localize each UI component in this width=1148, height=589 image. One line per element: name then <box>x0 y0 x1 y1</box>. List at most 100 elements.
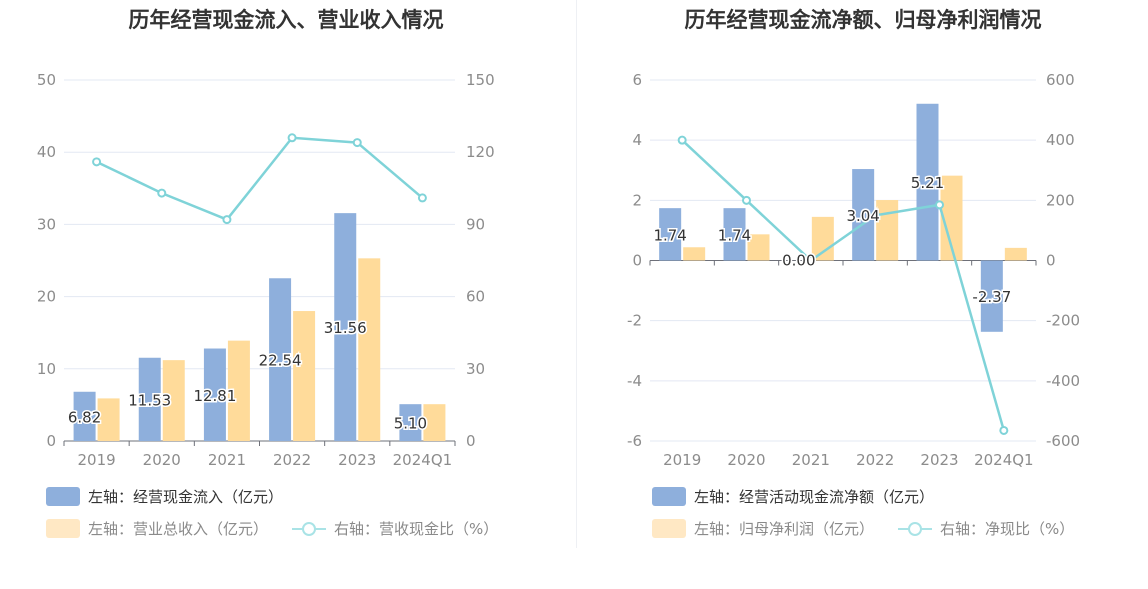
chart-title: 历年经营现金流入、营业收入情况 <box>128 8 444 32</box>
chart-plot-area: 0 10 20 30 40 50 0 30 60 90 120 150 2019 2020 2021 2022… <box>37 71 495 469</box>
legend-label: 左轴：归母净利润（亿元） <box>694 520 875 538</box>
y-right-tick-label: 200 <box>1046 191 1075 209</box>
bar-series-1 <box>916 103 939 261</box>
data-label: -2.37 <box>972 288 1011 306</box>
x-tick-label: 2024Q1 <box>393 451 453 469</box>
bar-series-1 <box>203 348 226 441</box>
bar-series-1 <box>659 208 682 261</box>
line-point <box>157 188 167 198</box>
line-point <box>999 425 1009 435</box>
y-left-tick-label: 20 <box>37 288 56 306</box>
data-label: 1.74 <box>718 226 751 244</box>
legend-swatch <box>652 487 686 506</box>
legend-item-net-cash-flow[interactable]: 左轴：经营活动现金流净额（亿元） <box>652 486 934 507</box>
line-point <box>742 195 751 205</box>
line-point <box>222 215 232 225</box>
y-right-tick-label: 0 <box>1046 252 1056 270</box>
bar-series-1 <box>334 213 357 441</box>
y-left-tick-label: 40 <box>37 143 56 161</box>
bar-series-1 <box>852 169 875 261</box>
bar-series-1 <box>399 404 422 441</box>
legend-label: 左轴：经营现金流入（亿元） <box>88 488 284 506</box>
legend-label: 右轴：营收现金比（%） <box>334 520 499 538</box>
panel-divider <box>576 0 577 548</box>
legend-row-2: 左轴：归母净利润（亿元） 右轴：净现比（%） <box>652 518 1098 539</box>
line-point <box>870 210 880 220</box>
y-right-tick-label: 150 <box>466 71 495 89</box>
bar-series-2 <box>358 258 381 441</box>
x-tick-label: 2022 <box>273 451 311 469</box>
line-point <box>287 133 297 143</box>
chart-panel-cash-inflow: 历年经营现金流入、营业收入情况 0 10 20 30 40 50 0 30 60 90 120 150… <box>0 0 572 560</box>
bar-series-1 <box>138 357 161 441</box>
line-point <box>417 193 427 203</box>
bar-series-2 <box>683 247 706 261</box>
y-left-tick-label: 2 <box>632 191 642 209</box>
legend-item-cash-inflow[interactable]: 左轴：经营现金流入（亿元） <box>46 486 283 507</box>
x-tick-label: 2023 <box>338 451 376 469</box>
y-right-tick-label: 0 <box>466 432 476 450</box>
data-label: 11.53 <box>128 391 171 409</box>
x-tick-label: 2019 <box>663 451 701 469</box>
y-right-tick-label: -200 <box>1046 312 1080 330</box>
y-left-tick-label: 10 <box>37 360 56 378</box>
x-tick-label: 2024Q1 <box>974 451 1034 469</box>
line-point <box>352 138 362 148</box>
line-point <box>806 256 816 265</box>
y-right-tick-label: 600 <box>1046 71 1075 89</box>
line-series <box>681 139 1006 431</box>
y-left-tick-label: 0 <box>632 252 642 270</box>
chart-plot-area: -6 -4 -2 0 2 4 6 -600 -400 -200 0 200 400 600 2019 2020… <box>627 71 1080 469</box>
legend-label: 左轴：营业总收入（亿元） <box>88 520 269 538</box>
y-right-tick-label: 30 <box>466 360 485 378</box>
legend-row-1: 左轴：经营现金流入（亿元） <box>46 486 307 507</box>
chart-panel-net-cash-flow: 历年经营现金流净额、归母净利润情况 -6 -4 -2 0 2 4 6 -600 -400 -200… <box>578 0 1148 560</box>
x-tick-label: 2022 <box>856 451 894 469</box>
bar-series-2 <box>227 340 250 441</box>
data-label: 3.04 <box>846 207 879 225</box>
y-left-tick-label: 0 <box>46 432 56 450</box>
y-right-tick-label: 400 <box>1046 131 1075 149</box>
y-left-tick-label: 6 <box>632 71 642 89</box>
y-left-tick-label: 4 <box>632 131 642 149</box>
bar-series-1 <box>73 391 96 441</box>
y-left-tick-label: 50 <box>37 71 56 89</box>
legend-item-revenue[interactable]: 左轴：营业总收入（亿元） <box>46 518 268 539</box>
y-left-tick-label: -4 <box>627 372 642 390</box>
bar-series-1 <box>723 208 746 261</box>
data-label: 6.82 <box>68 408 101 426</box>
legend-swatch <box>652 519 686 538</box>
bar-series-2 <box>1004 247 1027 261</box>
y-left-tick-label: 30 <box>37 215 56 233</box>
x-tick-label: 2021 <box>792 451 830 469</box>
y-right-tick-label: -400 <box>1046 372 1080 390</box>
legend-row-1: 左轴：经营活动现金流净额（亿元） <box>652 486 958 507</box>
y-right-tick-label: -600 <box>1046 432 1080 450</box>
bar-series-2 <box>162 360 185 441</box>
data-label: 5.10 <box>394 415 427 433</box>
data-label: 5.21 <box>911 174 944 192</box>
x-tick-label: 2023 <box>920 451 958 469</box>
legend-item-cash-ratio[interactable]: 右轴：营收现金比（%） <box>292 518 498 539</box>
x-tick-label: 2021 <box>208 451 246 469</box>
y-left-tick-label: -6 <box>627 432 642 450</box>
legend-label: 右轴：净现比（%） <box>940 520 1075 538</box>
legend-item-net-profit[interactable]: 左轴：归母净利润（亿元） <box>652 518 874 539</box>
data-label: 22.54 <box>259 352 302 370</box>
x-tick-label: 2019 <box>77 451 115 469</box>
bar-series-2 <box>293 311 316 441</box>
y-right-tick-label: 90 <box>466 215 485 233</box>
y-left-tick-label: -2 <box>627 312 642 330</box>
bar-series-1 <box>980 260 1003 332</box>
line-series <box>96 136 424 222</box>
bar-series-2 <box>97 398 120 441</box>
x-tick-label: 2020 <box>727 451 765 469</box>
legend-item-net-cash-ratio[interactable]: 右轴：净现比（%） <box>898 518 1074 539</box>
bar-series-2 <box>423 404 446 441</box>
x-tick-label: 2020 <box>143 451 181 469</box>
legend-swatch <box>46 519 80 538</box>
data-label: 1.74 <box>653 226 686 244</box>
line-point <box>677 135 687 145</box>
bar-series-2 <box>940 175 963 261</box>
legend-swatch <box>46 487 80 506</box>
